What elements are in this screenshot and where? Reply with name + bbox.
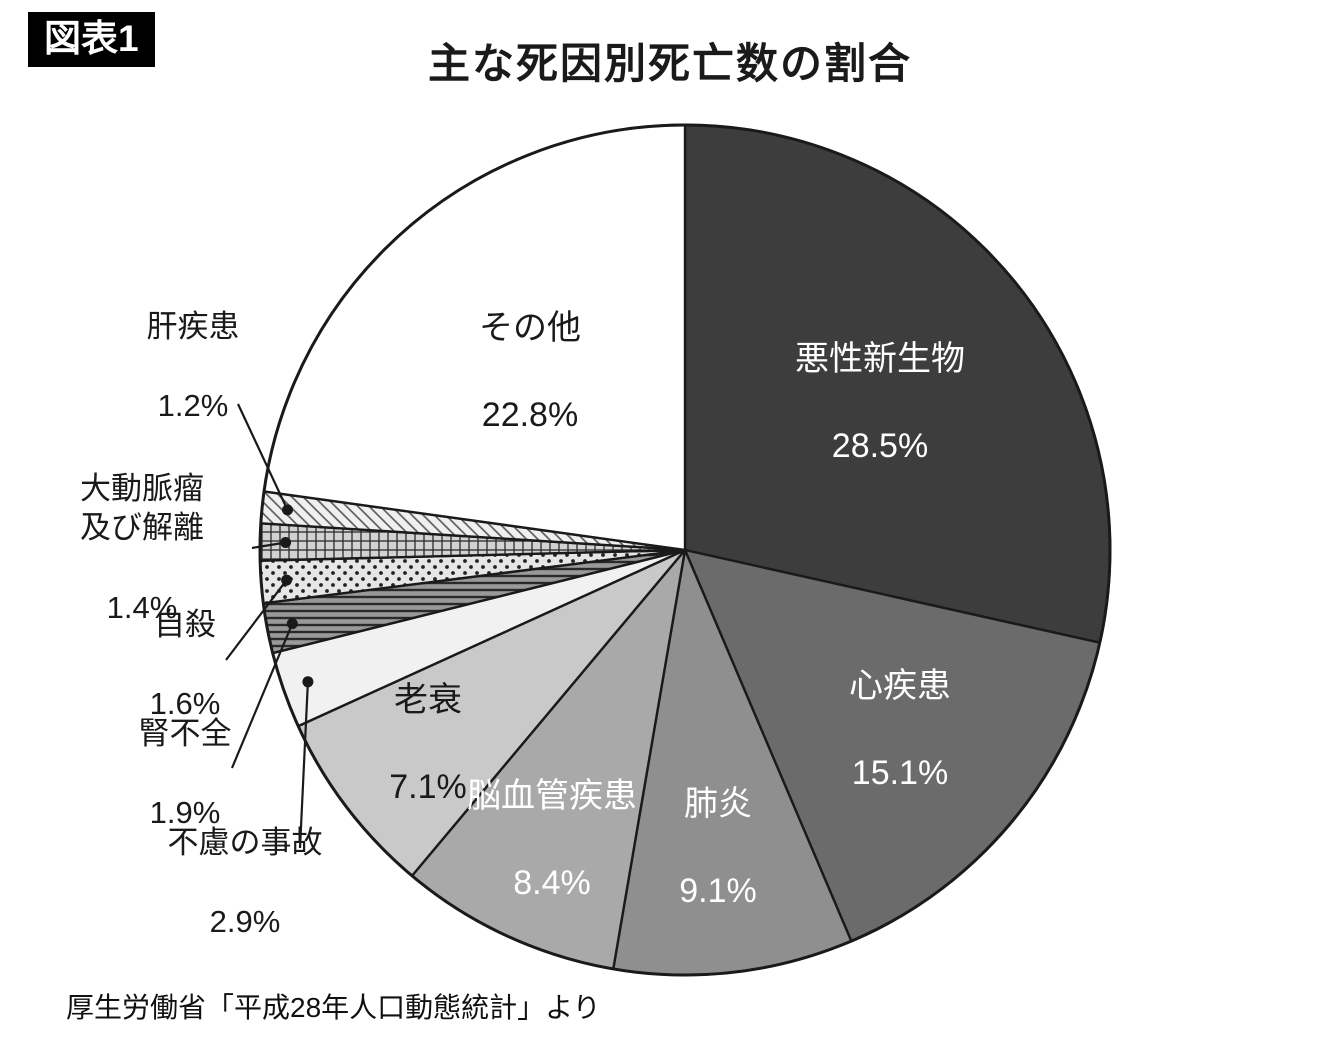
- source-note: 厚生労働省「平成28年人口動態統計」より: [66, 992, 601, 1023]
- pie-slice: [262, 123, 687, 552]
- leader-line: [251, 541, 286, 550]
- leader-dot: [302, 676, 314, 688]
- chart-title: 主な死因別死亡数の割合: [427, 40, 912, 87]
- leader-dot: [280, 537, 292, 548]
- leader-line: [225, 579, 288, 661]
- leader-dot: [282, 504, 293, 516]
- pie-outline: [258, 123, 1112, 977]
- leader-dot: [286, 618, 298, 630]
- leader-line: [237, 403, 289, 511]
- leader-dot: [281, 574, 293, 586]
- figure-tag: 図表1: [28, 12, 155, 67]
- leader-line: [230, 623, 294, 769]
- leader-line: [298, 681, 309, 849]
